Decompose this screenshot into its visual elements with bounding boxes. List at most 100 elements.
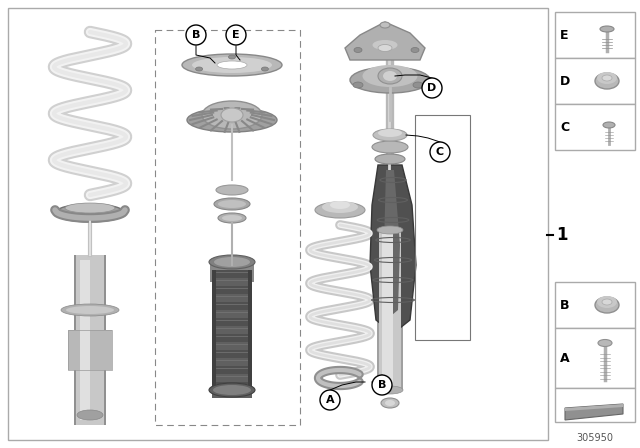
Polygon shape — [565, 404, 623, 411]
Bar — [248, 270, 252, 390]
Ellipse shape — [602, 75, 612, 81]
Ellipse shape — [55, 204, 125, 222]
Bar — [212, 326, 252, 334]
Ellipse shape — [378, 44, 392, 52]
Text: D: D — [428, 83, 436, 93]
Bar — [210, 260, 254, 282]
Text: E: E — [232, 30, 240, 40]
Ellipse shape — [595, 73, 619, 89]
Ellipse shape — [213, 385, 251, 395]
Text: A: A — [560, 352, 570, 365]
Bar — [74, 255, 106, 425]
Polygon shape — [565, 404, 623, 420]
Ellipse shape — [221, 108, 243, 122]
Ellipse shape — [377, 386, 403, 394]
Text: 305950: 305950 — [577, 433, 614, 443]
Bar — [80, 260, 90, 420]
Polygon shape — [370, 165, 416, 328]
Bar — [212, 294, 252, 302]
Ellipse shape — [192, 57, 272, 73]
Bar — [212, 366, 252, 374]
Ellipse shape — [187, 108, 277, 132]
Bar — [155, 30, 300, 425]
Ellipse shape — [354, 47, 362, 52]
Ellipse shape — [377, 226, 403, 234]
Bar — [377, 230, 403, 390]
Bar — [212, 358, 252, 366]
Ellipse shape — [600, 26, 614, 32]
Ellipse shape — [383, 71, 397, 81]
Bar — [212, 382, 252, 390]
Ellipse shape — [380, 22, 390, 28]
Bar — [555, 104, 635, 150]
Bar — [212, 318, 252, 326]
Bar — [212, 270, 216, 390]
Bar — [212, 310, 252, 318]
Ellipse shape — [411, 47, 419, 52]
Bar — [212, 390, 252, 398]
Bar — [212, 374, 252, 382]
Text: 1: 1 — [556, 226, 568, 244]
Polygon shape — [384, 170, 400, 315]
Ellipse shape — [372, 40, 397, 50]
Polygon shape — [345, 22, 425, 60]
Bar — [68, 330, 112, 370]
Bar — [212, 270, 252, 278]
Ellipse shape — [372, 141, 408, 153]
Bar — [212, 286, 252, 294]
Text: B: B — [378, 380, 386, 390]
Bar — [212, 350, 252, 358]
Ellipse shape — [322, 201, 358, 213]
Text: C: C — [436, 147, 444, 157]
Bar — [212, 342, 252, 350]
Ellipse shape — [373, 129, 407, 141]
Ellipse shape — [375, 154, 405, 164]
Ellipse shape — [216, 185, 248, 195]
Bar — [212, 278, 252, 286]
Ellipse shape — [353, 82, 363, 88]
Ellipse shape — [209, 255, 255, 269]
Circle shape — [430, 142, 450, 162]
Ellipse shape — [218, 213, 246, 223]
Circle shape — [226, 25, 246, 45]
Bar — [8, 8, 548, 440]
Ellipse shape — [595, 297, 619, 313]
Bar — [379, 230, 401, 390]
Ellipse shape — [413, 82, 423, 88]
Bar — [212, 302, 252, 310]
Text: B: B — [192, 30, 200, 40]
Ellipse shape — [602, 299, 612, 305]
Ellipse shape — [202, 101, 262, 129]
Bar — [555, 12, 635, 58]
Ellipse shape — [217, 61, 247, 69]
Ellipse shape — [261, 67, 268, 71]
Ellipse shape — [350, 67, 430, 93]
Ellipse shape — [66, 306, 114, 314]
Ellipse shape — [598, 340, 612, 346]
Ellipse shape — [77, 410, 103, 420]
Ellipse shape — [209, 383, 255, 397]
Bar — [76, 255, 104, 425]
Ellipse shape — [315, 202, 365, 218]
Circle shape — [186, 25, 206, 45]
Circle shape — [320, 390, 340, 410]
Text: B: B — [560, 298, 570, 311]
Ellipse shape — [218, 200, 246, 208]
Text: A: A — [326, 395, 334, 405]
Ellipse shape — [228, 55, 236, 59]
Ellipse shape — [381, 398, 399, 408]
Ellipse shape — [330, 201, 350, 209]
Bar — [555, 282, 635, 328]
Ellipse shape — [214, 198, 250, 210]
Ellipse shape — [65, 203, 115, 213]
Ellipse shape — [222, 215, 242, 221]
Bar — [68, 330, 112, 370]
Ellipse shape — [378, 129, 402, 137]
Bar — [212, 334, 252, 342]
Ellipse shape — [597, 296, 617, 308]
Ellipse shape — [362, 65, 417, 87]
Ellipse shape — [182, 54, 282, 76]
Ellipse shape — [214, 257, 250, 267]
Ellipse shape — [597, 72, 617, 84]
Bar — [555, 388, 635, 422]
